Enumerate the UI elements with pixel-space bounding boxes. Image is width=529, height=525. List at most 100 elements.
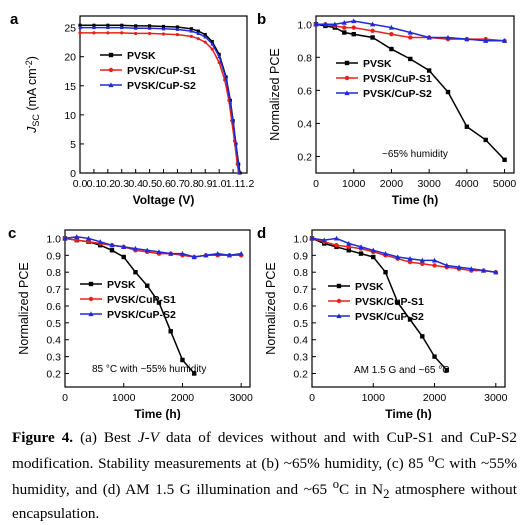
legend-label: PVSK [355, 281, 384, 293]
data-point [134, 31, 138, 36]
y-tick-label: 0.2 [293, 368, 308, 380]
legend-label: PVSK/CuP-S1 [363, 73, 432, 85]
y-tick-label: 0.3 [293, 352, 308, 364]
x-tick-label: 2000 [171, 392, 195, 404]
series-line-pvsk-cup-s1 [64, 237, 242, 258]
data-point [210, 39, 214, 44]
legend-label: PVSK/CuP-S1 [107, 294, 176, 306]
data-point [420, 334, 425, 339]
plot-frame [315, 15, 515, 174]
caption-jv-v: V [149, 429, 159, 446]
y-tick-label: 0.4 [46, 335, 61, 347]
y-axis-title-close: ) [25, 56, 39, 60]
y-tick-label: 0.4 [293, 335, 308, 347]
data-point [203, 40, 207, 44]
panel-letter: c [8, 225, 16, 242]
data-point [121, 254, 126, 260]
data-point [210, 47, 214, 51]
data-point [189, 29, 194, 33]
data-point [196, 29, 200, 33]
legend-label: PVSK [127, 50, 156, 62]
data-point [395, 300, 400, 305]
data-point [493, 269, 499, 275]
data-point [342, 25, 347, 30]
x-tick-label: 0.4 [128, 178, 143, 190]
x-tick-label: 0.6 [156, 178, 171, 190]
legend-marker [336, 313, 342, 319]
data-point [456, 264, 462, 270]
y-axis-title: Normalized PCE [17, 262, 31, 354]
y-tick-label: 1.0 [297, 19, 312, 31]
data-point [334, 242, 339, 248]
data-point [502, 157, 507, 162]
data-point [346, 240, 352, 246]
data-point [383, 270, 388, 275]
y-tick-label: 0.3 [46, 352, 61, 364]
x-tick-label: 1000 [112, 392, 136, 404]
data-point [189, 27, 193, 31]
data-point [78, 25, 82, 30]
data-point [419, 257, 425, 263]
y-axis-title-exp: -2 [24, 60, 34, 68]
legend-marker [108, 82, 114, 88]
data-point [175, 27, 180, 31]
caption-degree-1: o [428, 451, 435, 465]
y-tick-label: 15 [64, 81, 76, 93]
x-axis-title: Time (h) [392, 193, 438, 207]
data-point [468, 266, 474, 271]
data-point [408, 56, 413, 62]
data-point [382, 250, 389, 256]
data-point [238, 250, 244, 256]
caption-text-1: (a) Best [73, 429, 138, 446]
data-point [432, 354, 437, 359]
data-point [196, 31, 201, 35]
legend-marker [336, 298, 342, 304]
data-point [203, 33, 207, 37]
x-tick-label: 0.2 [101, 178, 116, 190]
panel-d: d 0 1000 2000 3000 0.2 0.3 0.4 0.5 0.6 0.7 0.8 0.9 1.… [257, 225, 508, 420]
data-point [203, 35, 208, 39]
data-point [237, 171, 242, 175]
y-tick-label: 0.5 [46, 318, 61, 330]
panel-annotation: 85 °C with ~55% humidity [92, 364, 206, 375]
x-tick-label: 4000 [455, 178, 479, 190]
x-tick-label: 3000 [230, 392, 254, 404]
data-point [408, 35, 413, 40]
data-point [120, 23, 124, 27]
y-tick-label: 0.8 [297, 52, 312, 64]
x-tick-label: 1000 [362, 392, 386, 404]
panel-a: a 0.0 0.1 0.2 0.3 0.4 0.5 0.6 0.7 0.8 0.9 1.0 1.1 1.2… [10, 11, 254, 207]
caption-degree-2: o [332, 477, 340, 492]
legend-label: PVSK/CuP-S1 [355, 296, 424, 308]
y-axis-title: Normalized PCE [264, 262, 278, 354]
data-point [74, 234, 80, 239]
legend-label: PVSK/CuP-S2 [107, 309, 176, 321]
data-point [92, 31, 96, 35]
data-point [175, 25, 180, 29]
legend-marker [344, 90, 350, 96]
data-point [358, 244, 364, 249]
data-point [407, 29, 413, 35]
data-point [388, 24, 395, 30]
data-point [333, 235, 340, 241]
y-tick-label: 0.8 [293, 267, 308, 279]
y-tick-label: 0.6 [46, 301, 61, 313]
data-point [156, 300, 162, 305]
data-point [191, 254, 197, 260]
y-tick-label: 0.4 [297, 118, 312, 130]
data-point [106, 31, 110, 35]
x-tick-label: 0 [313, 178, 319, 190]
x-axis-title: Time (h) [134, 407, 180, 420]
data-point [426, 68, 432, 73]
data-point [180, 357, 185, 363]
data-point [224, 76, 229, 81]
data-point [168, 329, 173, 334]
x-tick-label: 0.0 [73, 178, 88, 190]
x-tick-label: 3000 [484, 392, 508, 404]
data-point [445, 34, 451, 40]
data-point [464, 124, 470, 129]
data-point [407, 317, 413, 322]
data-point [351, 31, 356, 37]
data-point [145, 283, 150, 288]
data-point [74, 237, 79, 243]
